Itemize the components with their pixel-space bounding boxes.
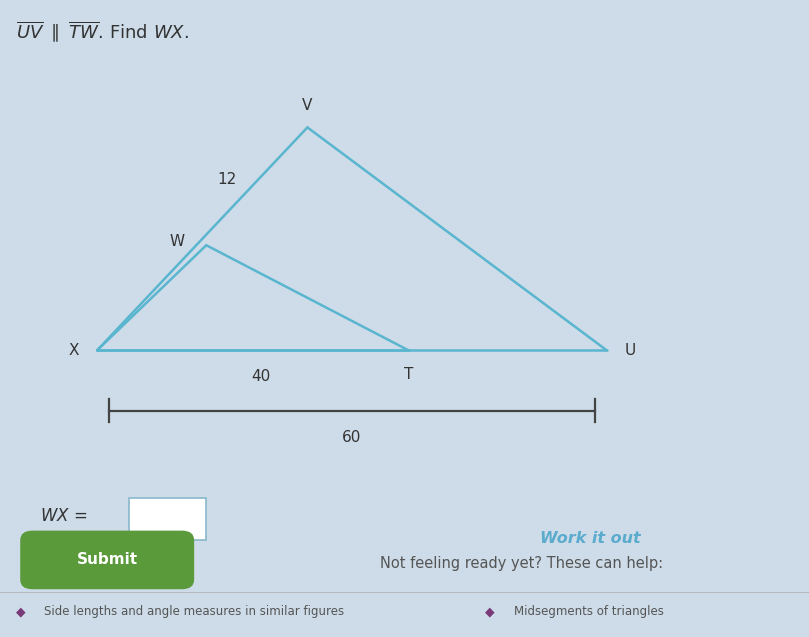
Text: 60: 60 <box>342 430 362 445</box>
Text: 12: 12 <box>218 173 236 187</box>
Text: Side lengths and angle measures in similar figures: Side lengths and angle measures in simil… <box>44 605 345 618</box>
Text: Submit: Submit <box>77 552 138 568</box>
Text: 40: 40 <box>252 369 270 385</box>
Text: Work it out: Work it out <box>540 531 641 546</box>
Text: $\overline{UV}$ $\parallel$ $\overline{TW}$. Find $WX$.: $\overline{UV}$ $\parallel$ $\overline{T… <box>16 19 189 44</box>
Text: Not feeling ready yet? These can help:: Not feeling ready yet? These can help: <box>380 556 663 571</box>
Text: X: X <box>69 343 79 358</box>
Text: Midsegments of triangles: Midsegments of triangles <box>514 605 663 618</box>
Text: ◆: ◆ <box>16 605 26 618</box>
Text: ◆: ◆ <box>485 605 495 618</box>
Text: T: T <box>404 367 413 382</box>
Text: U: U <box>625 343 636 358</box>
FancyBboxPatch shape <box>129 498 206 540</box>
Text: V: V <box>303 98 312 113</box>
Text: W: W <box>170 234 185 248</box>
FancyBboxPatch shape <box>20 531 194 589</box>
Text: $WX$ =: $WX$ = <box>40 507 90 525</box>
